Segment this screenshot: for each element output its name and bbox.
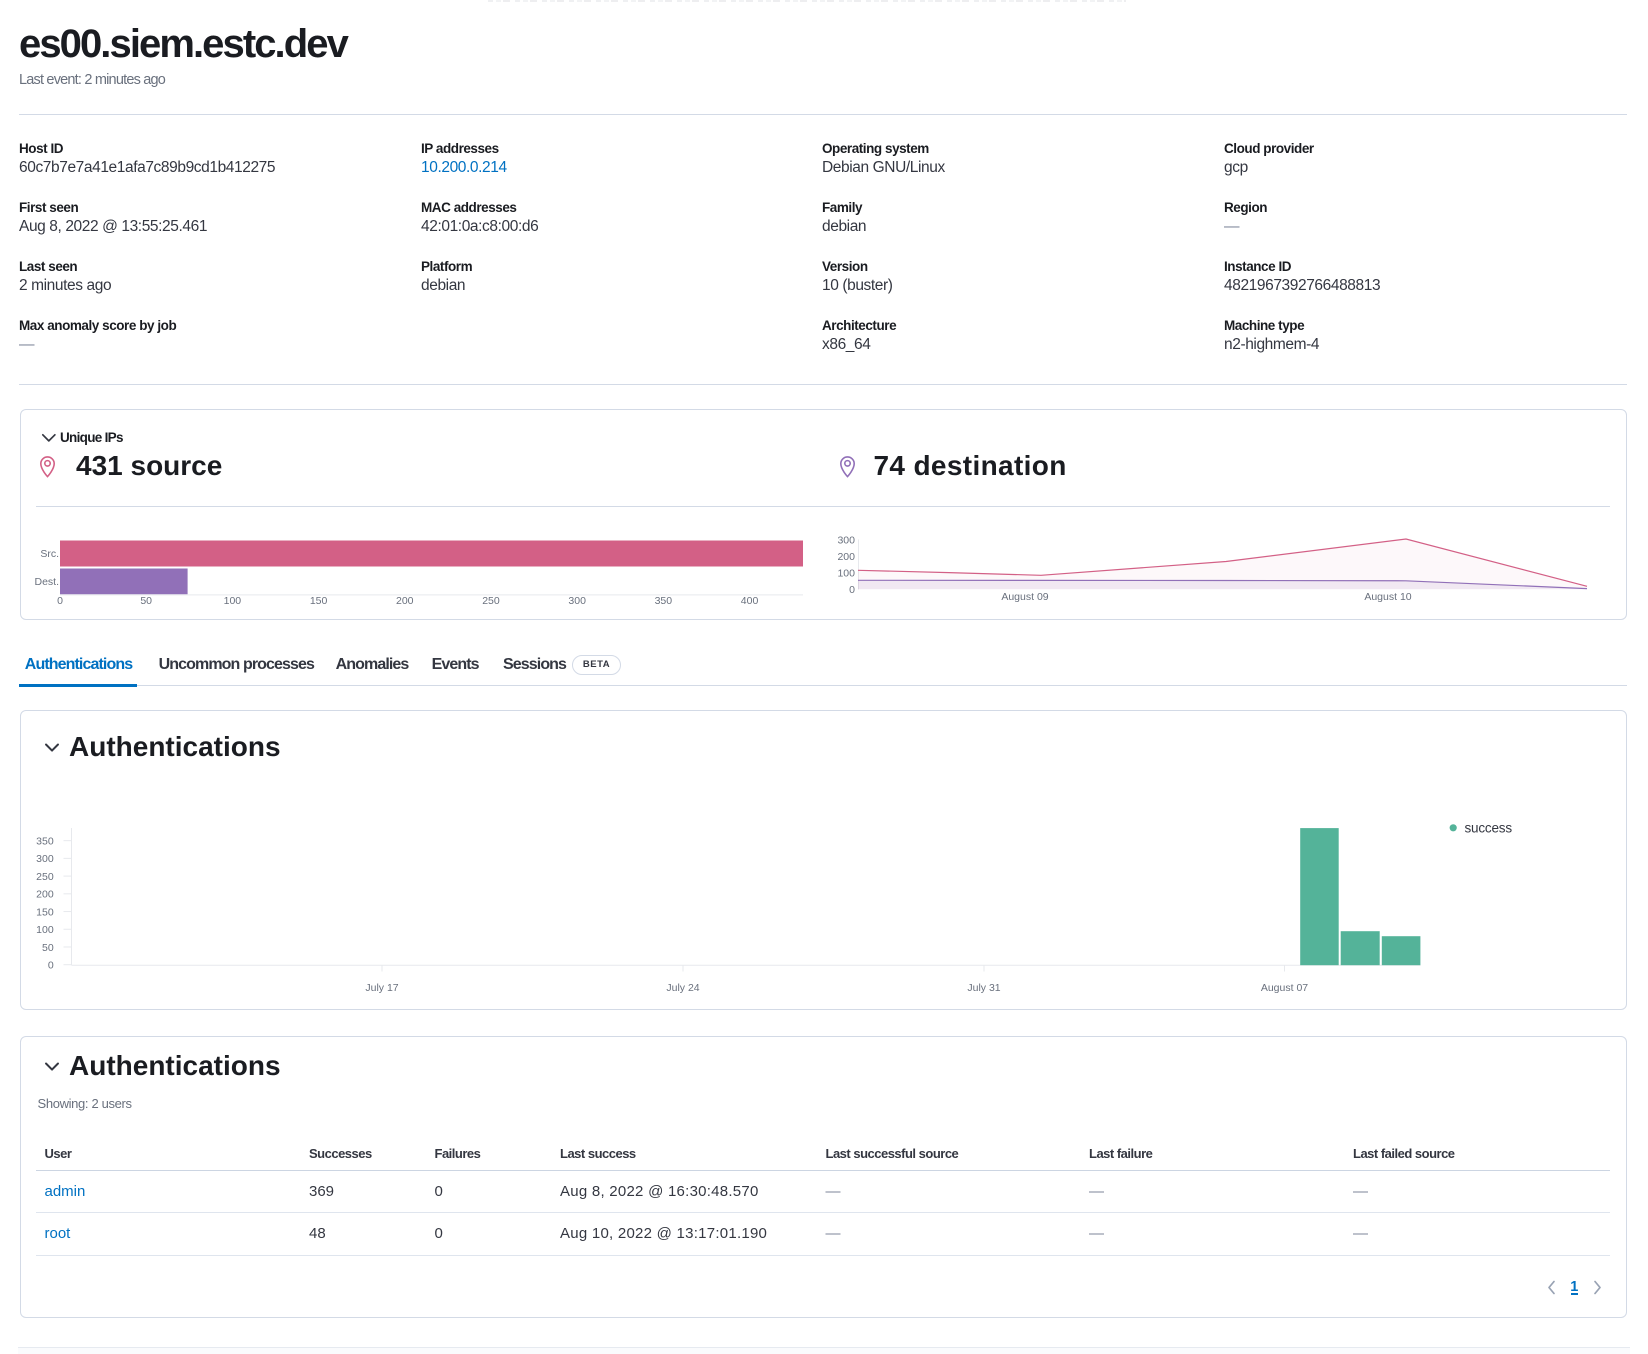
svg-text:August 09: August 09 (1001, 591, 1048, 603)
svg-text:0: 0 (48, 960, 54, 972)
svg-text:350: 350 (36, 835, 54, 847)
svg-text:200: 200 (396, 595, 414, 607)
svg-text:0: 0 (57, 595, 63, 607)
svg-text:August 07: August 07 (1261, 982, 1308, 994)
svg-text:August 10: August 10 (1364, 591, 1411, 603)
svg-text:250: 250 (482, 595, 500, 607)
svg-text:July 31: July 31 (967, 982, 1000, 994)
svg-text:250: 250 (36, 871, 54, 883)
svg-text:300: 300 (568, 595, 586, 607)
svg-text:50: 50 (140, 595, 152, 607)
svg-text:200: 200 (837, 551, 855, 563)
svg-text:200: 200 (36, 889, 54, 901)
svg-text:150: 150 (310, 595, 328, 607)
svg-text:100: 100 (837, 568, 855, 580)
svg-text:350: 350 (655, 595, 673, 607)
svg-text:0: 0 (849, 584, 855, 596)
svg-text:100: 100 (36, 924, 54, 936)
svg-text:July 24: July 24 (666, 982, 699, 994)
svg-text:success: success (1465, 820, 1513, 835)
svg-text:300: 300 (837, 535, 855, 547)
svg-text:300: 300 (36, 853, 54, 865)
svg-text:Src.: Src. (40, 548, 59, 560)
svg-text:50: 50 (42, 942, 54, 954)
svg-text:400: 400 (741, 595, 759, 607)
svg-text:July 17: July 17 (365, 982, 398, 994)
svg-text:Dest.: Dest. (34, 576, 59, 588)
svg-text:100: 100 (224, 595, 242, 607)
svg-text:150: 150 (36, 906, 54, 918)
